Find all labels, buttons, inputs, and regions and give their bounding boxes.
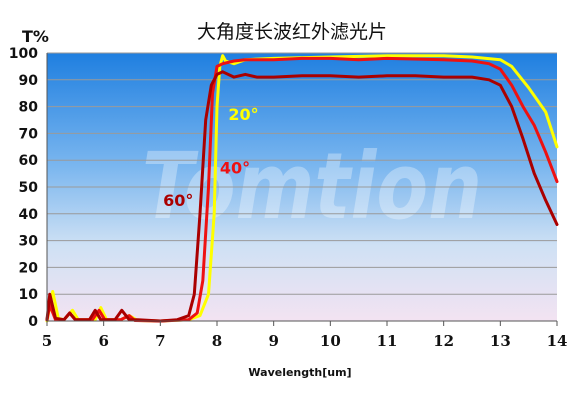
x-tick-label: 14	[547, 332, 568, 350]
x-tick-label: 11	[377, 332, 398, 350]
series-group	[45, 54, 559, 323]
y-tick-label: 70	[19, 126, 39, 142]
chart-title: 大角度长波红外滤光片	[197, 21, 387, 43]
y-tick-label: 0	[28, 314, 38, 330]
y-axis-title: T%	[22, 27, 49, 46]
x-tick-label: 10	[320, 332, 341, 350]
x-tick-label: 7	[155, 332, 165, 350]
y-tick-label: 30	[19, 234, 39, 250]
series-annotation: 40°	[220, 159, 250, 178]
y-tick-label: 100	[9, 46, 38, 62]
series-annotation: 20°	[228, 105, 258, 124]
y-tick-label: 10	[19, 287, 39, 303]
x-axis-title: Wavelength[um]	[248, 366, 351, 379]
y-tick-label: 80	[19, 100, 39, 116]
series-labels: 20° 40° 60°	[163, 105, 258, 210]
y-tick-label: 50	[19, 180, 39, 196]
x-tick-label: 8	[212, 332, 222, 350]
x-tick-label: 9	[268, 332, 278, 350]
x-tick-label: 12	[433, 332, 454, 350]
x-tick-label: 6	[98, 332, 108, 350]
gridlines	[47, 52, 557, 295]
y-tick-label: 60	[19, 153, 39, 169]
x-tick-label: 13	[490, 332, 511, 350]
series-annotation: 60°	[163, 191, 193, 210]
x-tick-label: 5	[42, 332, 52, 350]
y-tick-label: 40	[19, 207, 39, 223]
tick-labels: 0 10 20 30 40 50 60 70 80 90 100 5 6 7 8 9 10 11 12 13 14	[9, 46, 568, 350]
series-line	[45, 70, 559, 323]
y-tick-label: 90	[19, 73, 39, 89]
y-tick-label: 20	[19, 260, 39, 276]
